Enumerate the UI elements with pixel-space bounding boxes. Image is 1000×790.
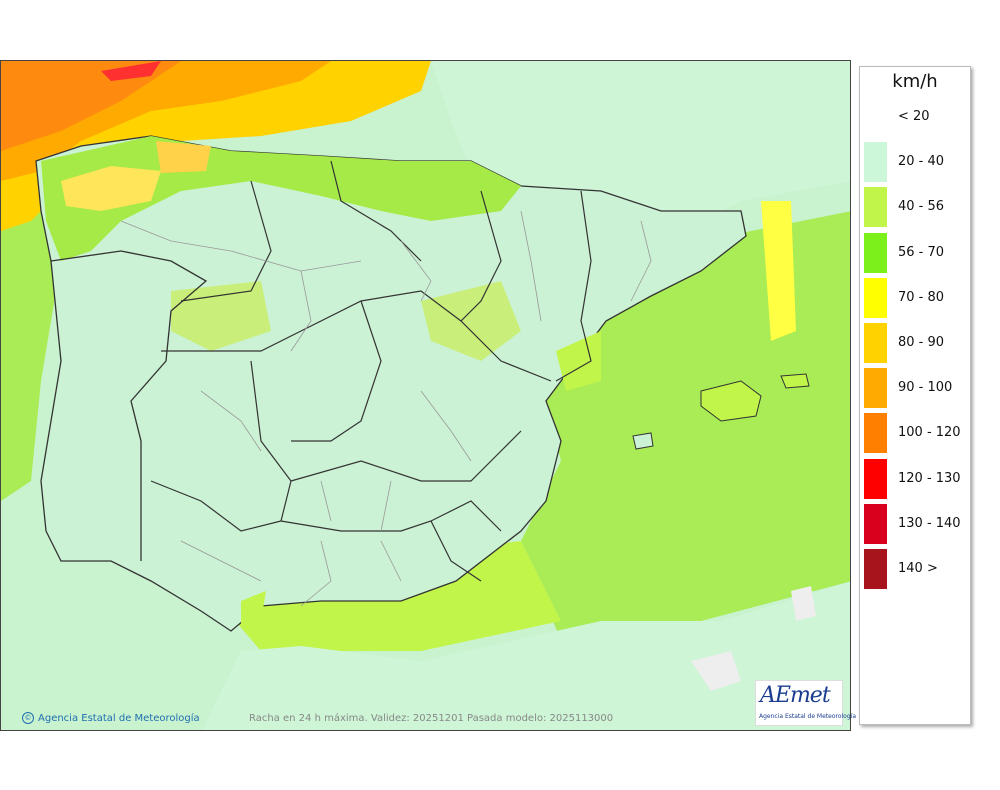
galicia-gust-patch bbox=[61, 166, 161, 211]
gust-legend: km/h < 20 20 - 40 40 - 56 56 - 70 70 - 80 80 … bbox=[859, 66, 971, 725]
north-africa-landmass bbox=[201, 581, 850, 730]
legend-label: 120 - 130 bbox=[898, 470, 961, 486]
legend-swatch bbox=[864, 323, 887, 363]
legend-row: 140 > bbox=[864, 549, 968, 589]
asturias-gust-patch bbox=[156, 141, 211, 173]
legend-swatch bbox=[864, 458, 887, 499]
legend-row: 20 - 40 bbox=[864, 142, 968, 183]
legend-unit-label: km/h bbox=[892, 71, 938, 92]
strait-gust-patch bbox=[241, 591, 266, 626]
legend-row: 80 - 90 bbox=[864, 323, 968, 363]
map-caption: Racha en 24 h máxima. Validez: 20251201 … bbox=[249, 713, 614, 724]
aemet-logo-subtitle: Agencia Estatal de Meteorología bbox=[759, 713, 856, 720]
aemet-wordmark: AEmet bbox=[760, 683, 831, 708]
legend-swatch bbox=[864, 368, 887, 409]
legend-label: 56 - 70 bbox=[898, 244, 945, 260]
mallorca-island bbox=[700, 380, 762, 422]
copyright-icon: © bbox=[22, 712, 34, 724]
legend-row: 70 - 80 bbox=[864, 277, 968, 318]
legend-label: 140 > bbox=[898, 561, 938, 576]
legend-row: 90 - 100 bbox=[864, 368, 968, 409]
menorca-island bbox=[780, 373, 810, 389]
legend-label: 80 - 90 bbox=[898, 335, 945, 350]
legend-swatch bbox=[864, 503, 887, 544]
copyright-credit[interactable]: © Agencia Estatal de Meteorología bbox=[22, 712, 200, 724]
region-borders bbox=[150, 160, 592, 582]
legend-swatch bbox=[864, 187, 887, 228]
africa-calm-patch bbox=[691, 651, 741, 691]
province-borders bbox=[120, 210, 652, 607]
inland-gust-patch-2 bbox=[421, 281, 521, 361]
ibiza-island bbox=[632, 432, 654, 450]
biscay-very-high-gust-band bbox=[1, 61, 181, 151]
aemet-logo[interactable]: AEmet Agencia Estatal de Meteorología bbox=[755, 680, 856, 726]
legend-label: 20 - 40 bbox=[898, 154, 945, 170]
mediterranean-yellow-patch bbox=[761, 201, 796, 341]
legend-swatch bbox=[864, 142, 887, 183]
legend-row: 120 - 130 bbox=[864, 458, 968, 499]
legend-row: 40 - 56 bbox=[864, 187, 968, 228]
legend-label: 100 - 120 bbox=[898, 425, 961, 441]
legend-swatch bbox=[864, 549, 887, 589]
credit-text: Agencia Estatal de Meteorología bbox=[38, 713, 200, 724]
legend-label: 70 - 80 bbox=[898, 289, 945, 305]
valencia-gust-patch bbox=[556, 331, 601, 391]
legend-swatch bbox=[864, 277, 887, 318]
legend-swatch bbox=[864, 413, 887, 454]
legend-row: < 20 bbox=[864, 97, 968, 137]
map-canvas bbox=[1, 61, 850, 730]
biscay-extreme-gust-patch bbox=[101, 61, 161, 81]
legend-label: < 20 bbox=[898, 109, 930, 124]
legend-row: 130 - 140 bbox=[864, 503, 968, 544]
wind-gust-map bbox=[0, 60, 851, 731]
legend-label: 90 - 100 bbox=[898, 380, 953, 396]
france-landmass bbox=[431, 61, 850, 221]
legend-label: 40 - 56 bbox=[898, 199, 945, 215]
africa-calm-patch-2 bbox=[791, 586, 816, 621]
legend-swatch bbox=[864, 232, 887, 273]
portugal-border bbox=[50, 250, 208, 561]
legend-label: 130 - 140 bbox=[898, 515, 961, 531]
legend-swatch bbox=[864, 97, 887, 137]
legend-row: 56 - 70 bbox=[864, 232, 968, 273]
legend-row: 100 - 120 bbox=[864, 413, 968, 454]
